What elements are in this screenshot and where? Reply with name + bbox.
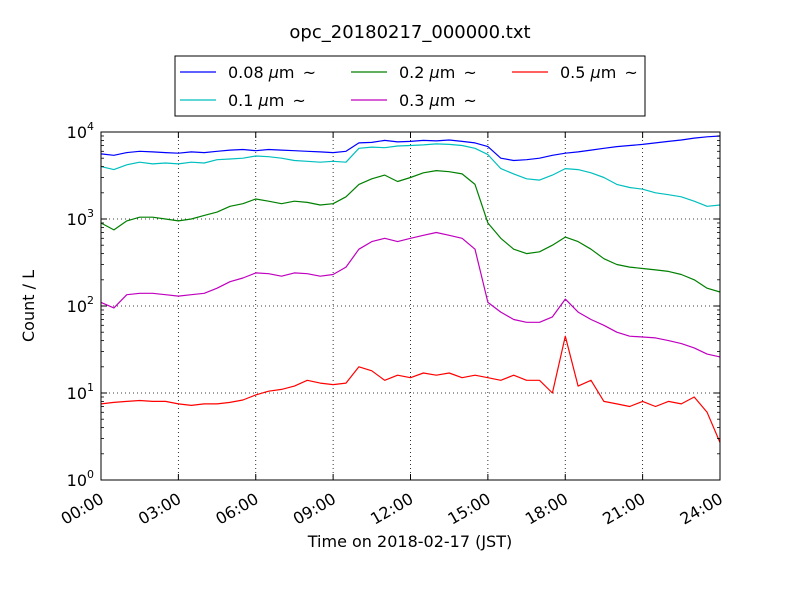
x-tick-label: 15:00 xyxy=(444,489,493,529)
series-layer xyxy=(100,135,721,443)
legend-label: 0.3 μm ~ xyxy=(399,91,477,110)
chart-title: opc_20180217_000000.txt xyxy=(289,22,530,43)
series-line xyxy=(100,135,721,162)
y-tick-label: 100 xyxy=(67,468,94,490)
series-line xyxy=(100,231,721,358)
y-tick-label: 102 xyxy=(67,294,94,316)
x-tick-label: 00:00 xyxy=(58,489,107,529)
x-axis-label: Time on 2018-02-17 (JST) xyxy=(307,532,512,551)
y-axis-label: Count / L xyxy=(19,270,38,342)
x-tick-label: 18:00 xyxy=(522,489,571,529)
x-tick-label: 06:00 xyxy=(212,489,261,529)
y-tick-label: 103 xyxy=(67,207,94,229)
x-tick-label: 12:00 xyxy=(367,489,416,529)
x-tick-label: 09:00 xyxy=(290,489,339,529)
y-tick-label: 101 xyxy=(67,381,94,403)
series-line xyxy=(100,143,721,207)
x-axis: 00:00 03:00 06:00 09:00 12:00 15:00 18:00 21:00… xyxy=(58,132,726,529)
legend: 0.08 μm ~ 0.1 μm ~ 0.2 μm ~ 0.3 μm ~ 0.5 μm … xyxy=(174,55,646,117)
series-line xyxy=(100,170,721,293)
x-tick-label: 03:00 xyxy=(135,489,184,529)
legend-label: 0.08 μm ~ xyxy=(228,63,316,82)
series-line xyxy=(100,335,721,443)
y-axis: 100 101 102 103 104 xyxy=(67,120,720,490)
x-tick-label: 24:00 xyxy=(677,489,726,529)
legend-label: 0.1 μm ~ xyxy=(228,91,306,110)
gridlines xyxy=(101,132,720,480)
y-tick-label: 104 xyxy=(67,120,94,142)
x-tick-label: 21:00 xyxy=(599,489,648,529)
legend-box xyxy=(174,55,646,117)
legend-label: 0.2 μm ~ xyxy=(399,63,477,82)
legend-label: 0.5 μm ~ xyxy=(560,63,638,82)
